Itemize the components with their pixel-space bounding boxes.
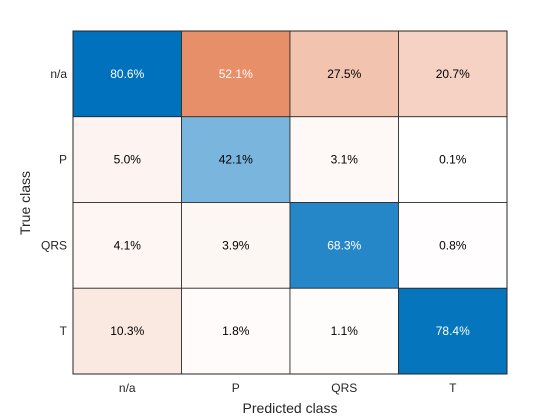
cell-value-label-r3-c1: 1.8% — [222, 324, 250, 338]
x-axis-label: Predicted class — [243, 400, 338, 416]
cell-value-label-r2-c1: 3.9% — [222, 238, 250, 252]
y-tick-label: T — [60, 324, 68, 338]
cell-value-label-r1-c3: 0.1% — [439, 153, 467, 167]
cell-layer — [72, 30, 508, 375]
cell-value-label-r0-c2: 27.5% — [327, 67, 361, 81]
heatmap-cell-r3-c2 — [289, 287, 399, 375]
heatmap-cell-r2-c1 — [181, 202, 291, 289]
heatmap-cell-r3-c3 — [398, 287, 508, 375]
cell-value-label-r2-c0: 4.1% — [114, 238, 142, 252]
cell-value-label-r2-c2: 68.3% — [327, 238, 361, 252]
y-tick-labels: n/a P QRS T — [41, 67, 68, 338]
cell-value-label-r1-c2: 3.1% — [331, 153, 359, 167]
heatmap-cell-r0-c1 — [181, 30, 291, 118]
cell-value-label-r3-c0: 10.3% — [110, 324, 144, 338]
heatmap-cell-r1-c3 — [398, 116, 508, 203]
heatmap-cell-r2-c3 — [398, 202, 508, 289]
cell-value-label-r0-c3: 20.7% — [436, 67, 470, 81]
cell-value-label-r2-c3: 0.8% — [439, 238, 467, 252]
heatmap-cell-r3-c0 — [72, 287, 182, 375]
x-tick-label: n/a — [119, 381, 136, 395]
x-tick-label: QRS — [331, 381, 357, 395]
y-tick-label: P — [59, 153, 67, 167]
y-axis-label: True class — [17, 171, 33, 235]
cell-value-label-r3-c3: 78.4% — [436, 324, 470, 338]
heatmap-cell-r0-c3 — [398, 30, 508, 118]
heatmap-cell-r0-c0 — [72, 30, 182, 118]
cell-value-label-r0-c0: 80.6% — [110, 67, 144, 81]
x-tick-labels: n/a P QRS T — [119, 381, 457, 395]
cell-value-label-r1-c0: 5.0% — [114, 153, 142, 167]
cell-value-label-r3-c2: 1.1% — [331, 324, 359, 338]
heatmap-cell-r3-c1 — [181, 287, 291, 375]
heatmap-cell-r1-c0 — [72, 116, 182, 203]
x-tick-label: P — [232, 381, 240, 395]
y-tick-label: QRS — [41, 238, 67, 252]
x-tick-label: T — [449, 381, 457, 395]
heatmap-cell-r1-c1 — [181, 116, 291, 203]
cell-value-label-r1-c1: 42.1% — [219, 153, 253, 167]
y-tick-label: n/a — [50, 67, 67, 81]
plot-frame — [72, 30, 508, 375]
cell-value-label-r0-c1: 52.1% — [219, 67, 253, 81]
cell-label-layer: 80.6% 52.1% 27.5% 20.7% 5.0% 42.1% 3.1% 0.1% 4.1… — [110, 67, 470, 338]
